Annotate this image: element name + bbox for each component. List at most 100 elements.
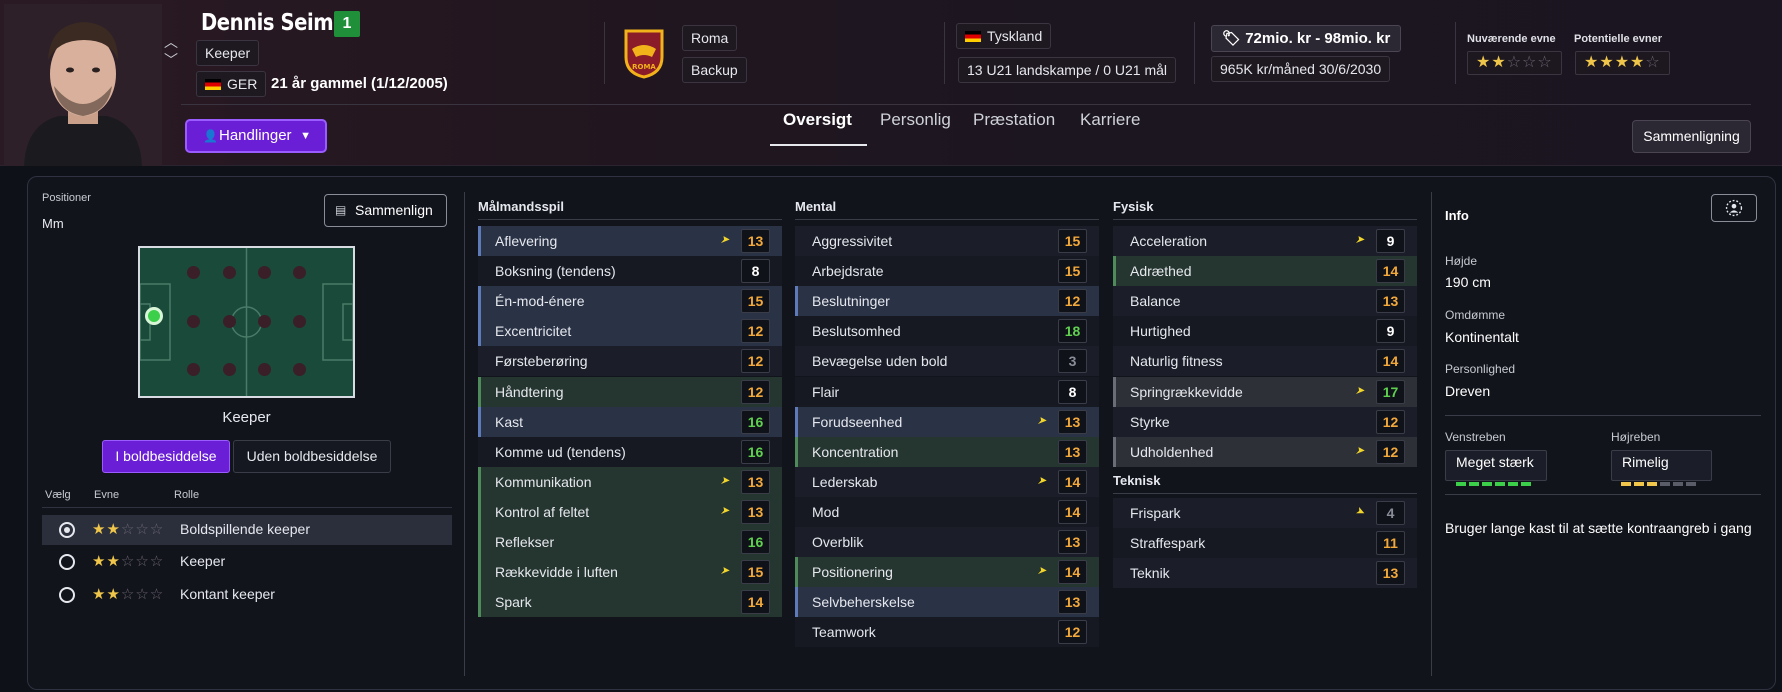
attribute-row[interactable]: Overblik 13 <box>795 527 1099 557</box>
attribute-row[interactable]: Selvbeherskelse 13 <box>795 587 1099 617</box>
club-name-chip[interactable]: Roma <box>682 25 738 51</box>
attribute-value: 14 <box>741 590 770 614</box>
tab-oversigt[interactable]: Oversigt <box>783 110 852 129</box>
attribute-row[interactable]: Flair 8 <box>795 377 1099 407</box>
goalkeeper-position-marker[interactable] <box>145 307 163 325</box>
tab-personlig[interactable]: Personlig <box>880 110 951 129</box>
attribute-row[interactable]: Reflekser 16 <box>478 527 782 557</box>
svg-text:ROMA: ROMA <box>632 63 656 71</box>
attribute-row[interactable]: Teknik 13 <box>1113 558 1417 588</box>
column-divider <box>1431 192 1432 676</box>
attribute-row[interactable]: Spark 14 <box>478 587 782 617</box>
attribute-row[interactable]: Acceleration ➤ 9 <box>1113 226 1417 256</box>
person-badge-icon <box>1725 199 1743 217</box>
position-slot[interactable] <box>258 266 271 279</box>
attribute-row[interactable]: Kontrol af feltet ➤ 13 <box>478 497 782 527</box>
attribute-row[interactable]: Bevægelse uden bold 3 <box>795 346 1099 376</box>
attribute-group-divider <box>795 219 1099 220</box>
position-slot[interactable] <box>187 315 200 328</box>
in-possession-toggle[interactable]: I boldbesiddelse <box>102 440 230 473</box>
attribute-row[interactable]: Adræthed 14 <box>1113 256 1417 286</box>
price-tag-icon: 🏷 <box>1222 30 1242 47</box>
position-slot[interactable] <box>293 363 306 376</box>
position-slot[interactable] <box>223 315 236 328</box>
actions-button[interactable]: 👤 Handlinger ▼ <box>185 119 327 153</box>
position-slot[interactable] <box>223 363 236 376</box>
attribute-row[interactable]: Mod 14 <box>795 497 1099 527</box>
attribute-row[interactable]: Positionering ➤ 14 <box>795 557 1099 587</box>
attribute-row[interactable]: Udholdenhed ➤ 12 <box>1113 437 1417 467</box>
attribute-row[interactable]: Håndtering 12 <box>478 377 782 407</box>
attribute-value: 14 <box>1058 470 1087 494</box>
attribute-name: Rækkevidde i luften <box>495 564 618 580</box>
attribute-row[interactable]: Aflevering ➤ 13 <box>478 226 782 256</box>
attribute-group-divider <box>1113 219 1417 220</box>
role-radio[interactable] <box>59 587 75 603</box>
attribute-name: Naturlig fitness <box>1130 353 1223 369</box>
attribute-value: 13 <box>1376 289 1405 313</box>
attribute-row[interactable]: Aggressivitet 15 <box>795 226 1099 256</box>
attribute-row[interactable]: Springrækkevidde ➤ 17 <box>1113 377 1417 407</box>
transfer-value-chip: 🏷 72mio. kr - 98mio. kr <box>1211 25 1402 52</box>
position-slot[interactable] <box>258 315 271 328</box>
attribute-row[interactable]: Forudseenhed ➤ 13 <box>795 407 1099 437</box>
attribute-name: Boksning (tendens) <box>495 263 616 279</box>
height-value: 190 cm <box>1445 274 1491 290</box>
attribute-row[interactable]: Excentricitet 12 <box>478 316 782 346</box>
attribute-row[interactable]: Straffespark 11 <box>1113 528 1417 558</box>
reputation-value: Kontinentalt <box>1445 329 1519 345</box>
divider <box>1455 22 1456 84</box>
germany-flag-icon <box>205 79 221 90</box>
attribute-name: Flair <box>812 384 840 400</box>
attribute-row[interactable]: Førsteberøring 12 <box>478 346 782 376</box>
position-slot[interactable] <box>293 266 306 279</box>
compare-button[interactable]: Sammenligning <box>1632 120 1751 153</box>
previous-player-icon[interactable]: ︿ <box>164 34 178 50</box>
role-row[interactable]: ★★☆☆☆ Keeper <box>42 547 452 577</box>
nationality-chip[interactable]: Tyskland <box>956 23 1052 49</box>
attribute-name: Straffespark <box>1130 535 1206 551</box>
attribute-row[interactable]: Boksning (tendens) 8 <box>478 256 782 286</box>
right-foot-value: Rimelig <box>1611 450 1712 481</box>
personality-icon-button[interactable] <box>1711 194 1757 222</box>
role-row[interactable]: ★★☆☆☆ Kontant keeper <box>42 580 452 610</box>
position-slot[interactable] <box>223 266 236 279</box>
next-player-icon[interactable]: ﹀ <box>164 52 178 68</box>
attribute-row[interactable]: Kast 16 <box>478 407 782 437</box>
attribute-name: Forudseenhed <box>812 414 903 430</box>
attribute-name: Bevægelse uden bold <box>812 353 948 369</box>
attribute-row[interactable]: Hurtighed 9 <box>1113 316 1417 346</box>
attribute-value: 12 <box>741 349 770 373</box>
attribute-row[interactable]: Kommunikation ➤ 13 <box>478 467 782 497</box>
role-radio[interactable] <box>59 522 75 538</box>
attribute-row[interactable]: Styrke 12 <box>1113 407 1417 437</box>
attribute-row[interactable]: Naturlig fitness 14 <box>1113 346 1417 376</box>
attribute-row[interactable]: Teamwork 12 <box>795 617 1099 647</box>
position-slot[interactable] <box>187 363 200 376</box>
info-divider <box>1445 494 1761 495</box>
position-slot[interactable] <box>293 315 306 328</box>
attribute-row[interactable]: Beslutsomhed 18 <box>795 316 1099 346</box>
attribute-row[interactable]: Koncentration 13 <box>795 437 1099 467</box>
attribute-group-divider <box>1113 493 1417 494</box>
position-slot[interactable] <box>258 363 271 376</box>
role-radio[interactable] <box>59 554 75 570</box>
position-slot[interactable] <box>187 266 200 279</box>
trend-up-icon: ➤ <box>718 475 733 487</box>
attribute-row[interactable]: Komme ud (tendens) 16 <box>478 437 782 467</box>
attribute-row[interactable]: Én-mod-énere 15 <box>478 286 782 316</box>
left-foot-value: Meget stærk <box>1445 450 1547 481</box>
attribute-row[interactable]: Lederskab ➤ 14 <box>795 467 1099 497</box>
attribute-row[interactable]: Frispark ➤ 4 <box>1113 498 1417 528</box>
role-name: Kontant keeper <box>180 586 275 602</box>
attribute-row[interactable]: Arbejdsrate 15 <box>795 256 1099 286</box>
role-row[interactable]: ★★☆☆☆ Boldspillende keeper <box>42 515 452 545</box>
club-logo-icon[interactable]: ROMA <box>622 27 666 79</box>
tab-praestation[interactable]: Præstation <box>973 110 1056 129</box>
out-of-possession-toggle[interactable]: Uden boldbesiddelse <box>233 440 391 473</box>
attribute-row[interactable]: Balance 13 <box>1113 286 1417 316</box>
compare-positions-button[interactable]: ▤ Sammenlign <box>324 194 447 227</box>
tab-karriere[interactable]: Karriere <box>1080 110 1141 129</box>
attribute-row[interactable]: Beslutninger 12 <box>795 286 1099 316</box>
attribute-row[interactable]: Rækkevidde i luften ➤ 15 <box>478 557 782 587</box>
